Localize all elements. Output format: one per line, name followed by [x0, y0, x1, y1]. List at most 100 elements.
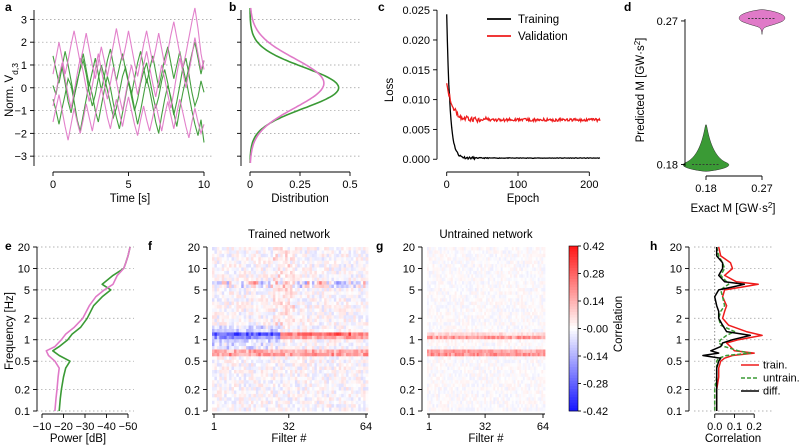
heat-cell [321, 390, 325, 395]
heat-cell [329, 376, 332, 381]
heat-cell [326, 281, 330, 285]
heat-cell [543, 298, 546, 303]
heat-cell [491, 247, 494, 251]
heat-cell [365, 288, 369, 292]
heat-cell [508, 277, 511, 282]
heat-cell [255, 366, 259, 371]
heat-cell [360, 387, 364, 391]
heat-cell [282, 253, 286, 258]
heat-cell [493, 274, 496, 279]
heat-cell [524, 253, 527, 258]
heat-cell [363, 270, 366, 275]
heat-cell [498, 270, 502, 275]
heat-cell [238, 247, 242, 251]
heat-cell [467, 277, 470, 282]
heat-cell [348, 366, 352, 371]
heat-cell [484, 332, 487, 337]
heat-cell [258, 305, 262, 309]
heat-cell [428, 318, 432, 323]
heat-cell [476, 270, 480, 275]
heat-cell [436, 318, 439, 323]
heat-cell [248, 387, 252, 391]
heat-cell [460, 253, 463, 258]
heat-cell [231, 250, 235, 255]
heat-cell [513, 305, 516, 309]
heat-cell [282, 305, 286, 309]
heat-cell [246, 373, 249, 378]
heat-cell [441, 264, 444, 268]
heat-cell [219, 284, 223, 289]
heat-cell [458, 318, 461, 323]
heat-cell [270, 318, 274, 323]
heat-cell [294, 315, 298, 320]
heat-cell [280, 342, 284, 347]
heat-cell [463, 247, 467, 251]
heat-cell [502, 253, 505, 258]
heat-cell [246, 349, 249, 354]
heat-cell [526, 298, 529, 303]
heat-cell [486, 270, 489, 275]
heat-cell [432, 332, 435, 337]
heat-cell [212, 318, 215, 323]
heat-cell [292, 352, 296, 357]
heat-cell [350, 325, 354, 330]
heat-cell [353, 397, 357, 402]
heat-cell [484, 315, 487, 320]
heat-cell [314, 390, 318, 395]
heat-cell [333, 349, 337, 354]
heat-cell [275, 397, 279, 402]
heat-cell [338, 363, 342, 367]
heat-cell [489, 301, 492, 306]
heat-cell [329, 359, 332, 364]
heat-cell [463, 264, 467, 268]
heat-cell [272, 335, 276, 340]
heat-cell [224, 356, 228, 361]
heat-cell [314, 397, 318, 402]
heat-cell [275, 404, 279, 408]
heat-cell [465, 288, 468, 292]
heat-cell [539, 291, 542, 296]
heat-cell [329, 380, 332, 385]
heat-cell [434, 329, 437, 333]
heat-cell [265, 370, 269, 374]
heat-cell [486, 253, 489, 258]
heat-cell [526, 250, 529, 255]
heat-cell [304, 383, 308, 388]
heat-cell [251, 305, 254, 309]
heat-cell [526, 291, 529, 296]
heat-cell [532, 270, 535, 275]
heat-cell [238, 400, 242, 405]
heat-cell [229, 284, 232, 289]
heat-cell [498, 260, 502, 265]
heat-cell [311, 311, 315, 316]
heat-cell [280, 308, 284, 313]
heat-cell [299, 349, 303, 354]
heat-cell [524, 284, 527, 289]
heat-cell [343, 366, 347, 371]
heat-cell [436, 335, 439, 340]
heat-cell [233, 397, 237, 402]
heat-cell [255, 301, 259, 306]
heat-cell [509, 329, 513, 333]
heat-cell [498, 308, 502, 313]
heat-cell [506, 281, 509, 285]
heat-cell [363, 322, 366, 326]
heat-cell [482, 335, 485, 340]
heat-cell [282, 284, 286, 289]
heat-cell [331, 359, 335, 364]
heat-cell [541, 281, 544, 285]
heat-cell [321, 407, 325, 412]
heat-cell [268, 291, 271, 296]
heat-cell [238, 373, 242, 378]
heat-cell [467, 318, 470, 323]
heat-cell [530, 311, 533, 316]
heat-cell [231, 288, 235, 292]
heat-cell [441, 277, 444, 282]
heat-cell [539, 250, 542, 255]
heat-cell [243, 352, 247, 357]
heat-cell [294, 397, 298, 402]
heat-cell [521, 270, 524, 275]
heat-cell [504, 247, 507, 251]
heat-cell [258, 366, 262, 371]
heat-cell [331, 407, 335, 412]
